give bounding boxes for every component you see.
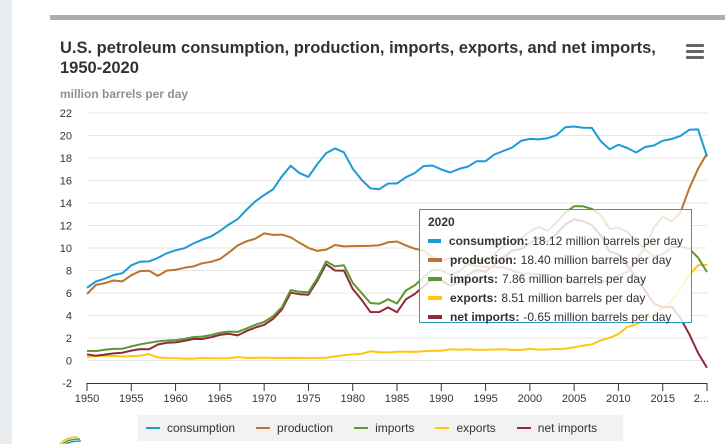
y-tick-label: 14 (60, 198, 72, 210)
chart-legend: consumption production imports exports net i… (138, 415, 623, 441)
y-tick-label: 20 (60, 131, 72, 143)
x-tick-label: 2010 (606, 393, 630, 405)
legend-item-exports[interactable]: exports (435, 421, 496, 435)
tooltip-value: -0.65 million barrels per day (523, 309, 672, 324)
series-line-consumption[interactable] (86, 125, 708, 289)
tooltip-swatch (428, 257, 442, 262)
eia-logo-icon (59, 436, 82, 444)
legend-label: production (277, 421, 334, 435)
y-tick-label: 4 (66, 311, 72, 323)
x-tick-label: 2... (694, 393, 709, 405)
x-tick-label: 1990 (429, 393, 453, 405)
tooltip-value: 7.86 million barrels per day (502, 271, 647, 286)
tooltip-series-name: consumption: (448, 233, 529, 248)
x-tick-label: 1950 (75, 393, 99, 405)
page-left-rail (0, 0, 12, 444)
legend-label: imports (375, 421, 415, 435)
y-axis-unit-label: million barrels per day (60, 87, 189, 101)
x-tick-label: 1985 (385, 393, 409, 405)
y-tick-label: -2 (62, 378, 72, 390)
x-tick-label: 1965 (208, 393, 232, 405)
y-tick-label: 22 (60, 108, 72, 120)
x-tick-label: 1960 (163, 393, 187, 405)
tooltip-swatch (428, 238, 441, 243)
legend-swatch (435, 427, 450, 429)
y-tick-label: 8 (66, 266, 72, 278)
legend-swatch (256, 427, 271, 429)
y-tick-label: 18 (60, 153, 72, 165)
tooltip-row-consumption: consumption: 18.12 million barrels per da… (428, 231, 683, 250)
tooltip-series-name: net imports: (450, 309, 520, 324)
legend-swatch (146, 427, 160, 429)
tooltip-series-name: imports: (450, 271, 498, 286)
tooltip-value: 18.40 million barrels per day (520, 252, 672, 267)
chart-title: U.S. petroleum consumption, production, … (60, 39, 656, 77)
x-tick-label: 2000 (518, 393, 542, 405)
hamburger-menu-icon-bar (686, 50, 704, 53)
y-tick-label: 2 (66, 333, 72, 345)
tooltip-swatch (428, 276, 442, 281)
tooltip-value: 8.51 million barrels per day (501, 290, 646, 305)
chart-tooltip: 2020 consumption: 18.12 million barrels p… (419, 209, 692, 326)
legend-item-imports[interactable]: imports (354, 421, 414, 435)
tooltip-swatch (428, 295, 442, 300)
legend-item-production[interactable]: production (256, 421, 333, 435)
y-tick-label: 16 (60, 176, 72, 188)
tooltip-swatch (428, 314, 442, 319)
legend-item-consumption[interactable]: consumption (146, 421, 235, 435)
legend-label: consumption (167, 421, 236, 435)
chart-menu-button[interactable] (686, 44, 704, 60)
legend-swatch (516, 427, 531, 429)
tooltip-series-name: exports: (450, 290, 498, 305)
y-tick-label: 12 (60, 221, 72, 233)
legend-label: net imports (537, 421, 598, 435)
legend-swatch (354, 427, 369, 429)
chart-top-border (50, 15, 725, 20)
tooltip-series-name: production: (450, 252, 517, 267)
legend-item-net-imports[interactable]: net imports (516, 421, 598, 435)
tooltip-value: 18.12 million barrels per day (532, 233, 683, 248)
x-tick-label: 2015 (650, 393, 674, 405)
tooltip-year: 2020 (428, 215, 455, 229)
legend-label: exports (456, 421, 496, 435)
series-line-exports[interactable] (86, 263, 708, 360)
x-tick-label: 1980 (340, 393, 364, 405)
hamburger-menu-icon (686, 44, 704, 47)
x-tick-label: 1995 (473, 393, 497, 405)
x-tick-label: 1975 (296, 393, 320, 405)
tooltip-row-exports: exports: 8.51 million barrels per day (428, 288, 683, 307)
hamburger-menu-icon-bar (686, 56, 704, 59)
x-tick-label: 1970 (252, 393, 276, 405)
x-tick-label: 1955 (119, 393, 143, 405)
x-tick-label: 2005 (562, 393, 586, 405)
tooltip-row-net-imports: net imports: -0.65 million barrels per da… (428, 307, 683, 326)
y-tick-label: 6 (66, 288, 72, 300)
y-tick-label: 0 (66, 356, 72, 368)
y-tick-label: 10 (60, 243, 72, 255)
tooltip-row-production: production: 18.40 million barrels per day (428, 250, 683, 269)
tooltip-row-imports: imports: 7.86 million barrels per day (428, 269, 683, 288)
